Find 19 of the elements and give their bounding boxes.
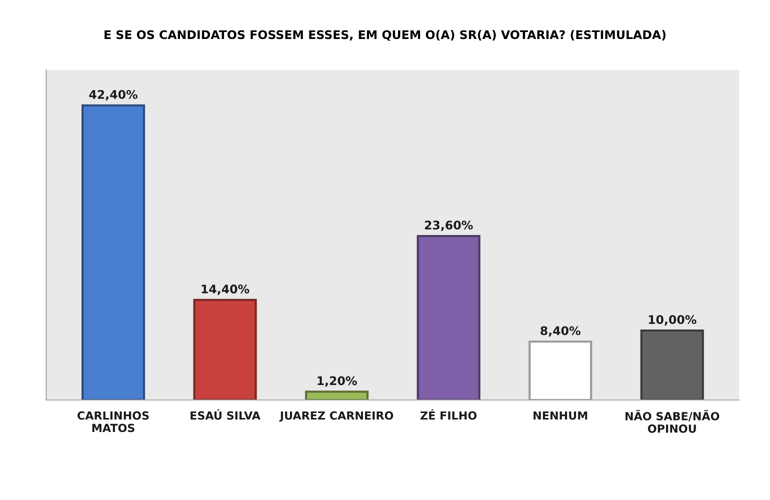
bar [528,340,592,400]
data-label: 14,40% [202,284,250,295]
bar [305,390,369,400]
x-tick-label: NENHUM [534,411,588,420]
x-tick-label: CARLINHOS MATOS [78,411,149,432]
bar [416,234,480,400]
bar [193,298,257,400]
x-tick-label: ESAÚ SILVA [190,409,260,420]
data-label: 8,40% [540,326,580,337]
data-label: 42,40% [89,90,138,100]
x-tick-label: JUAREZ CARNEIRO [279,411,394,422]
data-label: 1,20% [318,376,357,387]
bar [81,104,146,400]
bar [640,329,704,400]
chart-title: E SE OS CANDIDATOS FOSSEM ESSES, EM QUEM O(A) SR(A) VOTARIA? (ESTIMULADA) [104,30,666,41]
x-tick-label: ZÉ FILHO [420,409,477,420]
x-tick-label: NÃO SABE/NÃO OPINOU [626,410,720,433]
data-label: 23,60% [424,220,473,232]
data-label: 10,00% [648,315,696,326]
